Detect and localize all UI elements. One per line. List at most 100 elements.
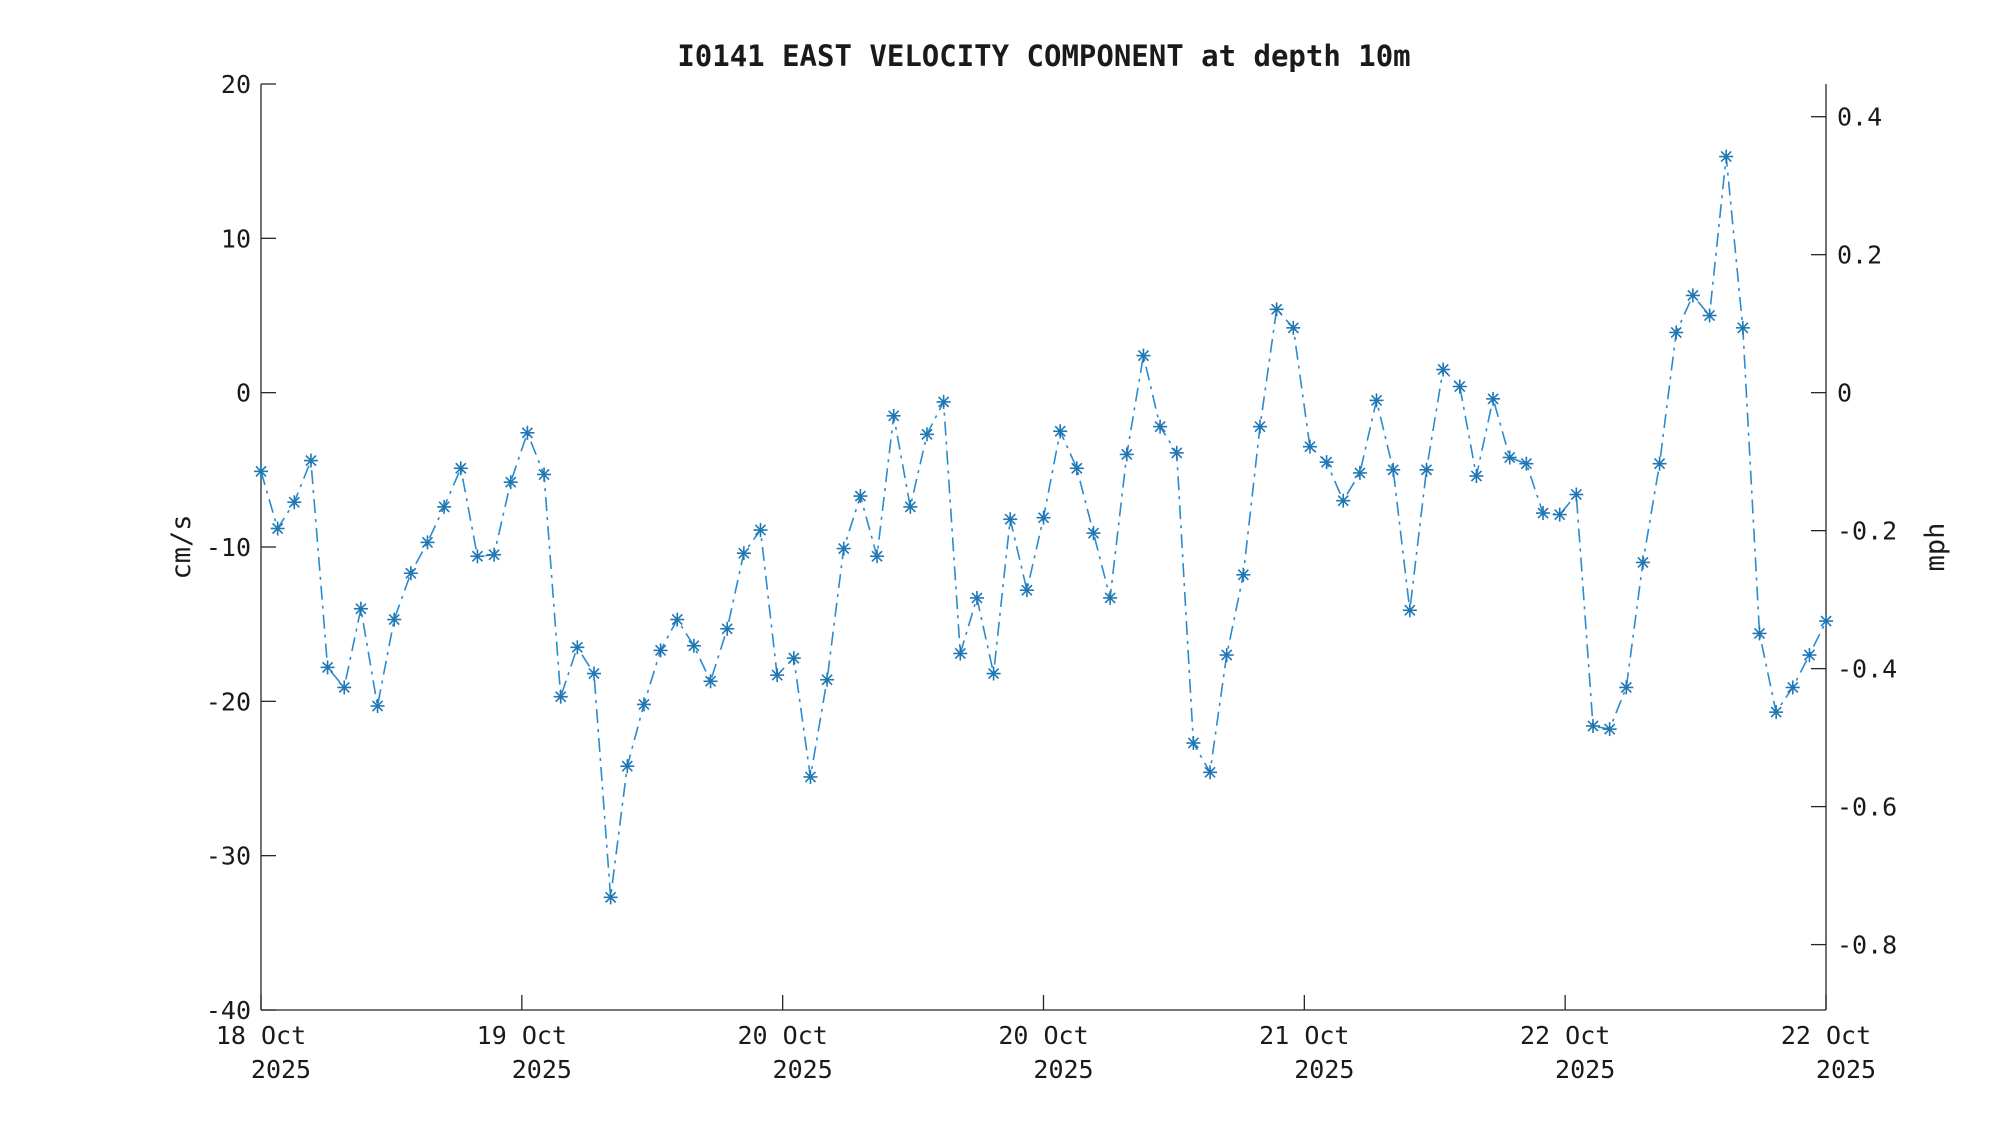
data-point [420, 535, 435, 550]
data-point [1019, 583, 1034, 598]
data-point [1169, 445, 1184, 460]
y2-tick-label: 0.2 [1837, 241, 1882, 270]
data-point [1602, 722, 1617, 737]
x-tick-label-year: 2025 [1294, 1055, 1354, 1084]
data-point [1752, 626, 1767, 641]
left-y-ticks: -40 -30 -20 -10 0 10 20 [206, 70, 276, 1025]
data-point [1419, 462, 1434, 477]
data-point [1286, 320, 1301, 335]
data-point [1785, 680, 1800, 695]
data-point [1153, 419, 1168, 434]
data-point [1252, 419, 1267, 434]
y2-tick-label: 0.4 [1837, 103, 1882, 132]
data-point [303, 453, 318, 468]
data-point [1669, 325, 1684, 340]
data-point [886, 408, 901, 423]
x-tick-label-date: 19 Oct [477, 1021, 567, 1050]
data-point [470, 549, 485, 564]
series-velocity [254, 149, 1834, 905]
data-point [653, 643, 668, 658]
data-point [586, 666, 601, 681]
data-point [686, 638, 701, 653]
data-point [1352, 465, 1367, 480]
data-point [320, 660, 335, 675]
data-point [553, 689, 568, 704]
data-point [537, 467, 552, 482]
y-tick-label: 0 [236, 379, 251, 408]
data-point [1819, 614, 1834, 629]
data-point [1069, 461, 1084, 476]
data-point [287, 495, 302, 510]
y2-tick-label: -0.8 [1837, 931, 1897, 960]
chart-title: I0141 EAST VELOCITY COMPONENT at depth 1… [677, 39, 1410, 73]
data-point [786, 651, 801, 666]
data-point [1486, 391, 1501, 406]
data-point [636, 697, 651, 712]
data-point [1336, 493, 1351, 508]
data-point [953, 646, 968, 661]
data-point [1369, 393, 1384, 408]
data-point [1186, 736, 1201, 751]
x-tick-label-year: 2025 [512, 1055, 572, 1084]
y2-tick-label: -0.6 [1837, 793, 1897, 822]
data-point [1402, 603, 1417, 618]
data-point [820, 672, 835, 687]
data-point [1635, 555, 1650, 570]
data-point [986, 666, 1001, 681]
data-point [603, 890, 618, 905]
data-point [670, 612, 685, 627]
y-tick-label: 10 [221, 224, 251, 253]
series-line [260, 156, 1827, 898]
x-tick-label-date: 22 Oct [1781, 1021, 1871, 1050]
data-point [1269, 302, 1284, 317]
data-point [1219, 648, 1234, 663]
x-tick-label-year: 2025 [1033, 1055, 1093, 1084]
data-point [720, 621, 735, 636]
data-point [1619, 680, 1634, 695]
data-point [919, 427, 934, 442]
data-point [1036, 510, 1051, 525]
data-point [453, 461, 468, 476]
data-point [1319, 455, 1334, 470]
data-point [1685, 288, 1700, 303]
data-point [1702, 308, 1717, 323]
x-tick-label-date: 20 Oct [738, 1021, 828, 1050]
data-point [736, 546, 751, 561]
data-point [503, 475, 518, 490]
data-point [1735, 320, 1750, 335]
x-tick-label-date: 20 Oct [998, 1021, 1088, 1050]
x-tick-label-year: 2025 [773, 1055, 833, 1084]
x-tick-label-year: 2025 [1555, 1055, 1615, 1084]
data-point [969, 590, 984, 605]
data-point [770, 668, 785, 683]
data-point [1552, 507, 1567, 522]
data-point [1236, 567, 1251, 582]
y2-tick-label: -0.4 [1837, 655, 1897, 684]
data-point [1585, 719, 1600, 734]
data-point [254, 464, 268, 479]
y-tick-label: -20 [206, 687, 251, 716]
data-point [1119, 447, 1134, 462]
data-point [487, 547, 502, 562]
data-point [836, 541, 851, 556]
data-point [370, 698, 385, 713]
data-point [1519, 456, 1534, 471]
data-point [1769, 705, 1784, 720]
data-point [1469, 469, 1484, 484]
data-point [803, 769, 818, 784]
x-tick-label-year: 2025 [251, 1055, 311, 1084]
data-point [1103, 590, 1118, 605]
data-point [1053, 424, 1068, 439]
data-point [753, 523, 768, 538]
data-point [1386, 462, 1401, 477]
data-point [853, 489, 868, 504]
plot-area [260, 84, 1827, 1011]
x-tick-label-date: 21 Oct [1259, 1021, 1349, 1050]
data-point [570, 640, 585, 655]
right-y-ticks: -0.8 -0.6 -0.4 -0.2 0 0.2 0.4 [1811, 103, 1897, 960]
y2-tick-label: 0 [1837, 379, 1852, 408]
x-tick-label-date: 18 Oct [216, 1021, 306, 1050]
data-point [270, 521, 285, 536]
data-point [1452, 379, 1467, 394]
